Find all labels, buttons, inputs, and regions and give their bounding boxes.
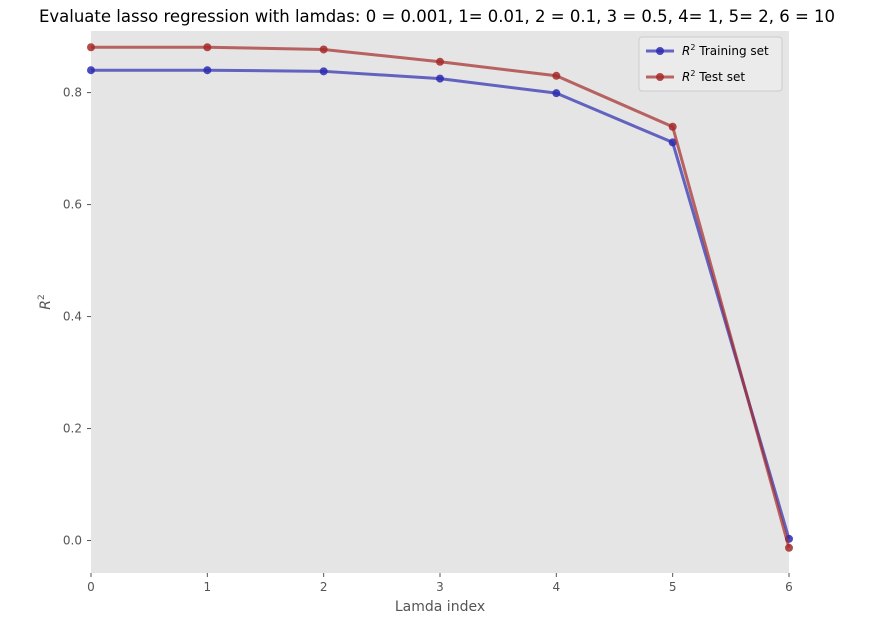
series-point-1 [436, 57, 444, 66]
plot-area [91, 31, 789, 573]
x-tick-label: 4 [553, 580, 561, 594]
legend-label-superscript: 2 [690, 69, 695, 78]
y-axis: 0.0 0.2 0.4 0.6 0.8 [63, 86, 91, 548]
x-tick-label: 5 [669, 580, 677, 594]
x-tick-label: 6 [785, 580, 793, 594]
series-point-0 [436, 74, 444, 83]
legend-label-prefix: R [682, 70, 690, 84]
y-tick-label: 0.8 [63, 86, 82, 100]
series-point-1 [552, 71, 561, 80]
legend-swatch-marker [656, 73, 664, 81]
x-tick-label: 2 [320, 580, 328, 594]
y-tick-label: 0.4 [63, 310, 82, 324]
series-point-1 [319, 45, 328, 54]
series-point-0 [203, 66, 212, 75]
legend-swatch-marker [656, 47, 664, 55]
series-point-0 [87, 66, 95, 75]
x-tick-label: 1 [204, 580, 212, 594]
legend-label-superscript: 2 [690, 43, 695, 52]
x-tick-label: 0 [87, 580, 95, 594]
x-axis-label: Lamda index [395, 599, 485, 615]
y-axis-label: R2 [37, 294, 54, 309]
y-axis-label-superscript: 2 [37, 294, 47, 300]
chart-title: Evaluate lasso regression with lamdas: 0… [38, 7, 836, 26]
series-point-0 [668, 138, 677, 147]
x-axis: 0 1 2 3 4 5 6 [87, 573, 793, 594]
series-point-1 [668, 122, 677, 131]
series-point-1 [785, 543, 793, 552]
legend-label: R2 Test set [682, 69, 745, 84]
legend-label-name: Training set [695, 44, 769, 58]
series-point-0 [552, 89, 561, 98]
series-group [87, 43, 793, 552]
x-tick-label: 3 [436, 580, 444, 594]
series-point-0 [319, 67, 328, 76]
y-tick-label: 0.2 [63, 422, 82, 436]
y-tick-label: 0.6 [63, 198, 82, 212]
y-axis-label-base: R [38, 300, 54, 310]
series-point-1 [203, 43, 212, 52]
legend-box [638, 36, 783, 92]
legend-label-name: Test set [695, 70, 745, 84]
series-point-1 [87, 43, 95, 52]
y-tick-label: 0.0 [63, 534, 82, 548]
legend-label: R2 Training set [682, 43, 769, 58]
legend-label-prefix: R [682, 44, 690, 58]
